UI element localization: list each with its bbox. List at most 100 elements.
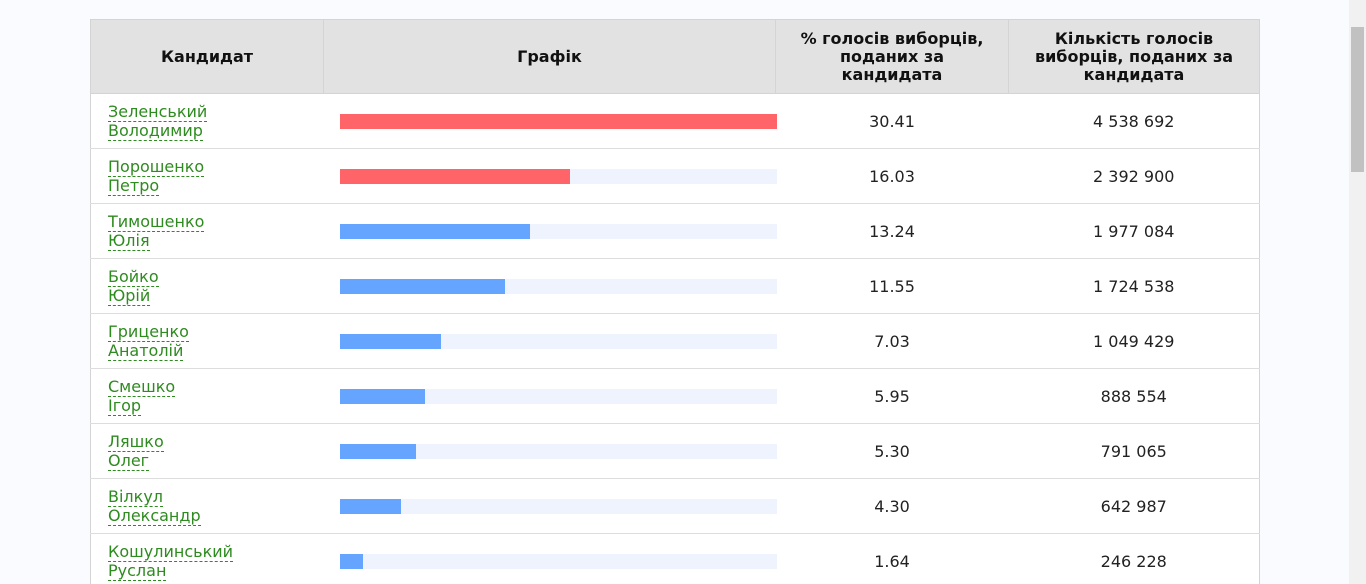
bar-track (339, 223, 777, 239)
graph-cell (323, 423, 777, 479)
candidate-link[interactable]: Тимошенко Юлія (108, 212, 205, 251)
table-row: Вілкул Олександр 4.30 642 987 (90, 478, 1260, 534)
bar-track (339, 278, 777, 294)
candidate-link[interactable]: Гриценко Анатолій (108, 322, 189, 361)
candidate-given-name: Олександр (108, 506, 201, 526)
candidate-cell: Зеленський Володимир (90, 93, 324, 149)
results-table: Кандидат Графік % голосів виборців, пода… (90, 19, 1260, 584)
candidate-cell: Ляшко Олег (90, 423, 324, 479)
votes-cell: 4 538 692 (1008, 93, 1260, 149)
scrollbar-thumb[interactable] (1351, 27, 1364, 172)
candidate-given-name: Анатолій (108, 341, 184, 361)
table-row: Порошенко Петро 16.03 2 392 900 (90, 148, 1260, 204)
percent-cell: 11.55 (775, 258, 1009, 314)
votes-cell: 1 049 429 (1008, 313, 1260, 369)
percent-cell: 5.95 (775, 368, 1009, 424)
header-candidate: Кандидат (90, 19, 324, 94)
bar-track (339, 553, 777, 569)
votes-cell: 2 392 900 (1008, 148, 1260, 204)
graph-cell (323, 533, 777, 584)
graph-cell (323, 368, 777, 424)
candidate-cell: Кошулинський Руслан (90, 533, 324, 584)
candidate-surname: Смешко (108, 377, 176, 397)
bar-track (339, 113, 777, 129)
table-row: Смешко Ігор 5.95 888 554 (90, 368, 1260, 424)
table-row: Бойко Юрій 11.55 1 724 538 (90, 258, 1260, 314)
table-row: Зеленський Володимир 30.41 4 538 692 (90, 93, 1260, 149)
candidate-cell: Порошенко Петро (90, 148, 324, 204)
bar-fill (339, 113, 777, 129)
candidate-given-name: Володимир (108, 121, 203, 141)
candidate-surname: Бойко (108, 267, 159, 287)
graph-cell (323, 258, 777, 314)
candidate-given-name: Юрій (108, 286, 151, 306)
table-body: Зеленський Володимир 30.41 4 538 692 Порошен… (90, 93, 1260, 584)
bar-fill (339, 553, 364, 569)
percent-cell: 7.03 (775, 313, 1009, 369)
bar-fill (339, 333, 441, 349)
table-row: Гриценко Анатолій 7.03 1 049 429 (90, 313, 1260, 369)
table-row: Кошулинський Руслан 1.64 246 228 (90, 533, 1260, 584)
bar-fill (339, 443, 416, 459)
bar-track (339, 388, 777, 404)
candidate-given-name: Руслан (108, 561, 167, 581)
bar-track (339, 333, 777, 349)
candidate-cell: Вілкул Олександр (90, 478, 324, 534)
candidate-cell: Тимошенко Юлія (90, 203, 324, 259)
candidate-surname: Порошенко (108, 157, 205, 177)
candidate-link[interactable]: Смешко Ігор (108, 377, 176, 416)
votes-cell: 791 065 (1008, 423, 1260, 479)
votes-cell: 642 987 (1008, 478, 1260, 534)
votes-cell: 1 977 084 (1008, 203, 1260, 259)
bar-fill (339, 168, 570, 184)
header-percent: % голосів виборців, поданих за кандидата (775, 19, 1009, 94)
votes-cell: 888 554 (1008, 368, 1260, 424)
bar-track (339, 168, 777, 184)
bar-track (339, 443, 777, 459)
candidate-surname: Гриценко (108, 322, 189, 342)
candidate-given-name: Петро (108, 176, 160, 196)
candidate-link[interactable]: Зеленський Володимир (108, 102, 208, 141)
bar-fill (339, 498, 402, 514)
percent-cell: 30.41 (775, 93, 1009, 149)
percent-cell: 16.03 (775, 148, 1009, 204)
candidate-surname: Зеленський (108, 102, 208, 122)
header-graph: Графік (323, 19, 776, 94)
bar-fill (339, 388, 425, 404)
percent-cell: 4.30 (775, 478, 1009, 534)
table-row: Тимошенко Юлія 13.24 1 977 084 (90, 203, 1260, 259)
candidate-cell: Гриценко Анатолій (90, 313, 324, 369)
candidate-cell: Смешко Ігор (90, 368, 324, 424)
vertical-scrollbar[interactable] (1349, 0, 1366, 584)
candidate-given-name: Ігор (108, 396, 142, 416)
candidate-link[interactable]: Вілкул Олександр (108, 487, 201, 526)
graph-cell (323, 313, 777, 369)
candidate-link[interactable]: Ляшко Олег (108, 432, 164, 471)
table-header-row: Кандидат Графік % голосів виборців, пода… (90, 19, 1260, 94)
candidate-surname: Ляшко (108, 432, 164, 452)
candidate-link[interactable]: Кошулинський Руслан (108, 542, 234, 581)
percent-cell: 13.24 (775, 203, 1009, 259)
percent-cell: 1.64 (775, 533, 1009, 584)
graph-cell (323, 478, 777, 534)
graph-cell (323, 203, 777, 259)
votes-cell: 1 724 538 (1008, 258, 1260, 314)
candidate-given-name: Олег (108, 451, 150, 471)
candidate-surname: Тимошенко (108, 212, 205, 232)
candidate-surname: Кошулинський (108, 542, 234, 562)
graph-cell (323, 148, 777, 204)
bar-fill (339, 278, 506, 294)
bar-track (339, 498, 777, 514)
candidate-link[interactable]: Бойко Юрій (108, 267, 159, 306)
table-row: Ляшко Олег 5.30 791 065 (90, 423, 1260, 479)
votes-cell: 246 228 (1008, 533, 1260, 584)
candidate-surname: Вілкул (108, 487, 164, 507)
bar-fill (339, 223, 530, 239)
candidate-given-name: Юлія (108, 231, 150, 251)
percent-cell: 5.30 (775, 423, 1009, 479)
candidate-cell: Бойко Юрій (90, 258, 324, 314)
graph-cell (323, 93, 777, 149)
candidate-link[interactable]: Порошенко Петро (108, 157, 205, 196)
header-votes: Кількість голосів виборців, поданих за к… (1008, 19, 1260, 94)
